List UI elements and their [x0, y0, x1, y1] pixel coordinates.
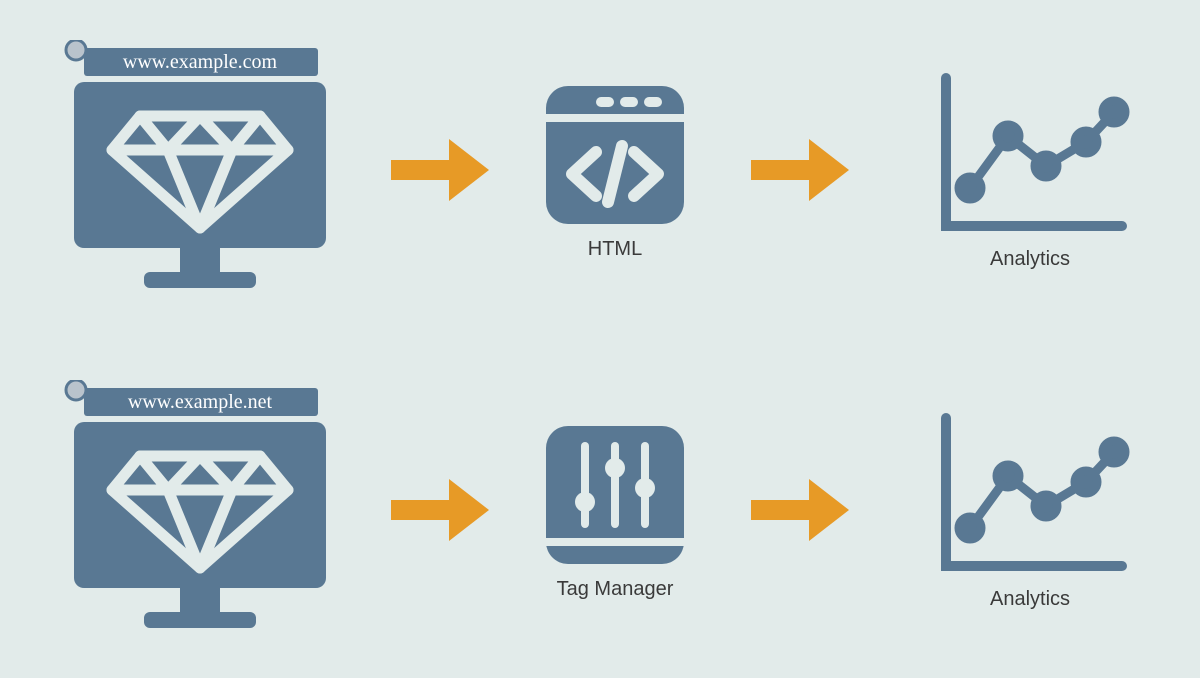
arrow-icon	[740, 125, 860, 215]
flow-row-1: www.example.com	[0, 20, 1200, 320]
sliders-icon	[540, 420, 690, 570]
analytics-node: Analytics	[920, 410, 1140, 611]
analytics-label: Analytics	[990, 588, 1070, 611]
arrow-icon	[740, 465, 860, 555]
website-node: www.example.net	[60, 380, 340, 640]
flow-row-2: www.example.net	[0, 360, 1200, 660]
arrow-icon	[380, 125, 500, 215]
arrow-icon	[380, 465, 500, 555]
website-url-text: www.example.com	[123, 51, 278, 73]
line-chart-icon	[930, 70, 1130, 240]
tag-manager-node: Tag Manager	[530, 420, 700, 601]
tag-manager-label: Tag Manager	[557, 578, 674, 601]
line-chart-icon	[930, 410, 1130, 580]
website-url-text: www.example.net	[128, 391, 273, 413]
diamond-monitor-icon: www.example.com	[60, 40, 340, 300]
analytics-label: Analytics	[990, 248, 1070, 271]
website-node: www.example.com	[60, 40, 340, 300]
html-node: HTML	[530, 80, 700, 261]
html-label: HTML	[588, 238, 642, 261]
analytics-node: Analytics	[920, 70, 1140, 271]
code-window-icon	[540, 80, 690, 230]
diamond-monitor-icon: www.example.net	[60, 380, 340, 640]
